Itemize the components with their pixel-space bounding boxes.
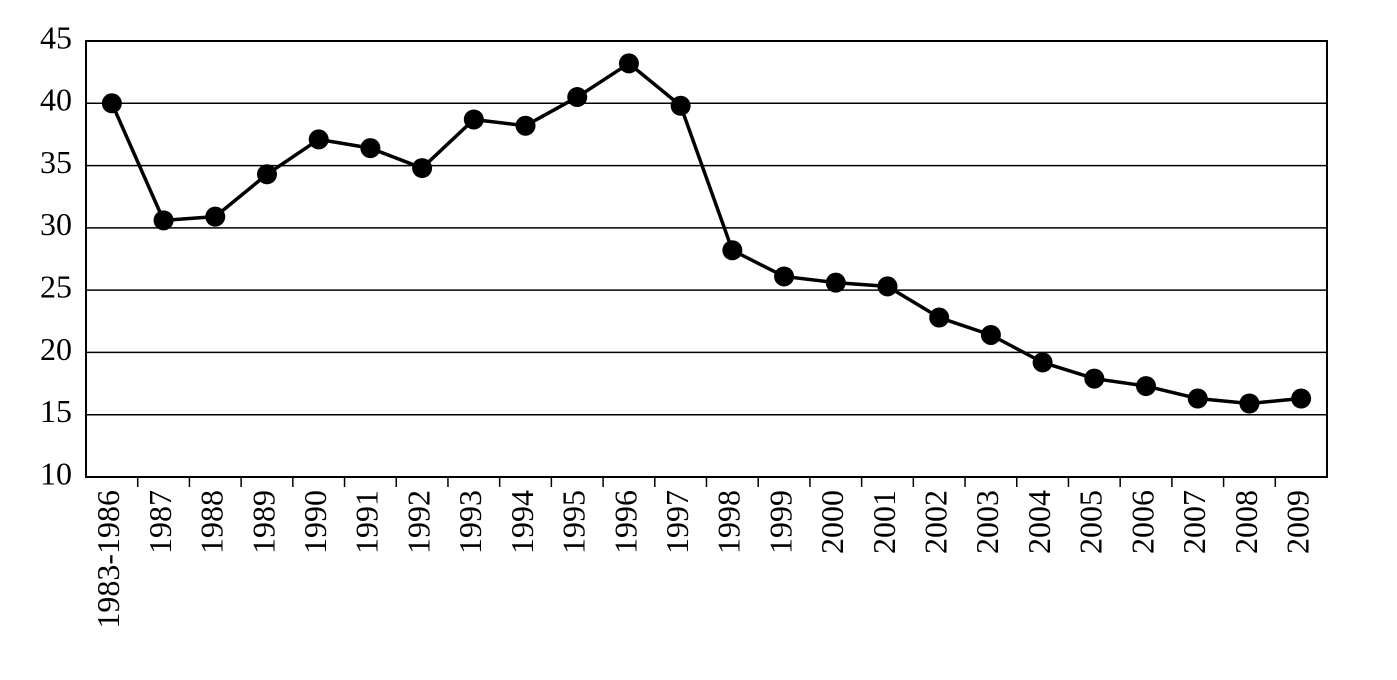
x-tick-label: 2008 — [1228, 490, 1264, 554]
x-tick-label: 1992 — [400, 490, 436, 554]
marker — [308, 129, 329, 150]
y-tick-label: 25 — [40, 268, 72, 304]
marker — [412, 158, 433, 179]
plot-frame — [85, 40, 1328, 478]
y-tick-label: 10 — [40, 455, 72, 491]
marker — [101, 93, 122, 114]
marker — [670, 95, 691, 116]
x-tick-label: 1993 — [452, 490, 488, 554]
x-tick-label: 2002 — [918, 490, 954, 554]
marker — [980, 324, 1001, 345]
x-tick-label: 1997 — [659, 490, 695, 554]
y-tick-label: 20 — [40, 331, 72, 367]
y-tick-label: 45 — [40, 19, 72, 55]
x-tick-label: 1994 — [504, 490, 540, 554]
x-tick-label: 1999 — [762, 490, 798, 554]
x-tick-label: 1987 — [142, 490, 178, 554]
marker — [515, 115, 536, 136]
marker — [618, 53, 639, 74]
marker — [205, 206, 226, 227]
marker — [567, 87, 588, 108]
marker — [825, 272, 846, 293]
x-tick-label: 2006 — [1124, 490, 1160, 554]
marker — [1291, 388, 1312, 409]
x-tick-label: 1990 — [297, 490, 333, 554]
marker — [256, 164, 277, 185]
x-tick-label: 2009 — [1279, 490, 1315, 554]
marker — [360, 138, 381, 159]
marker — [463, 109, 484, 130]
x-tick-label: 1989 — [245, 490, 281, 554]
marker — [153, 210, 174, 231]
x-tick-label: 2000 — [814, 490, 850, 554]
marker — [1084, 368, 1105, 389]
marker — [929, 307, 950, 328]
x-tick-label: 1998 — [711, 490, 747, 554]
y-tick-label: 30 — [40, 206, 72, 242]
x-tick-label: 2003 — [969, 490, 1005, 554]
marker — [1136, 376, 1157, 397]
x-tick-label: 1988 — [194, 490, 230, 554]
marker — [1239, 393, 1260, 414]
marker — [774, 266, 795, 287]
marker — [1032, 352, 1053, 373]
marker — [877, 276, 898, 297]
x-tick-label: 1996 — [607, 490, 643, 554]
y-tick-label: 15 — [40, 393, 72, 429]
marker — [722, 240, 743, 261]
x-tick-label: 2007 — [1176, 490, 1212, 554]
x-tick-label: 2005 — [1073, 490, 1109, 554]
x-tick-label: 2001 — [866, 490, 902, 554]
y-tick-label: 35 — [40, 144, 72, 180]
x-tick-label: 2004 — [1021, 490, 1057, 554]
marker — [1187, 388, 1208, 409]
x-tick-label: 1983-1986 — [90, 490, 126, 629]
x-tick-label: 1995 — [556, 490, 592, 554]
x-tick-label: 1991 — [349, 490, 385, 554]
y-tick-label: 40 — [40, 82, 72, 118]
